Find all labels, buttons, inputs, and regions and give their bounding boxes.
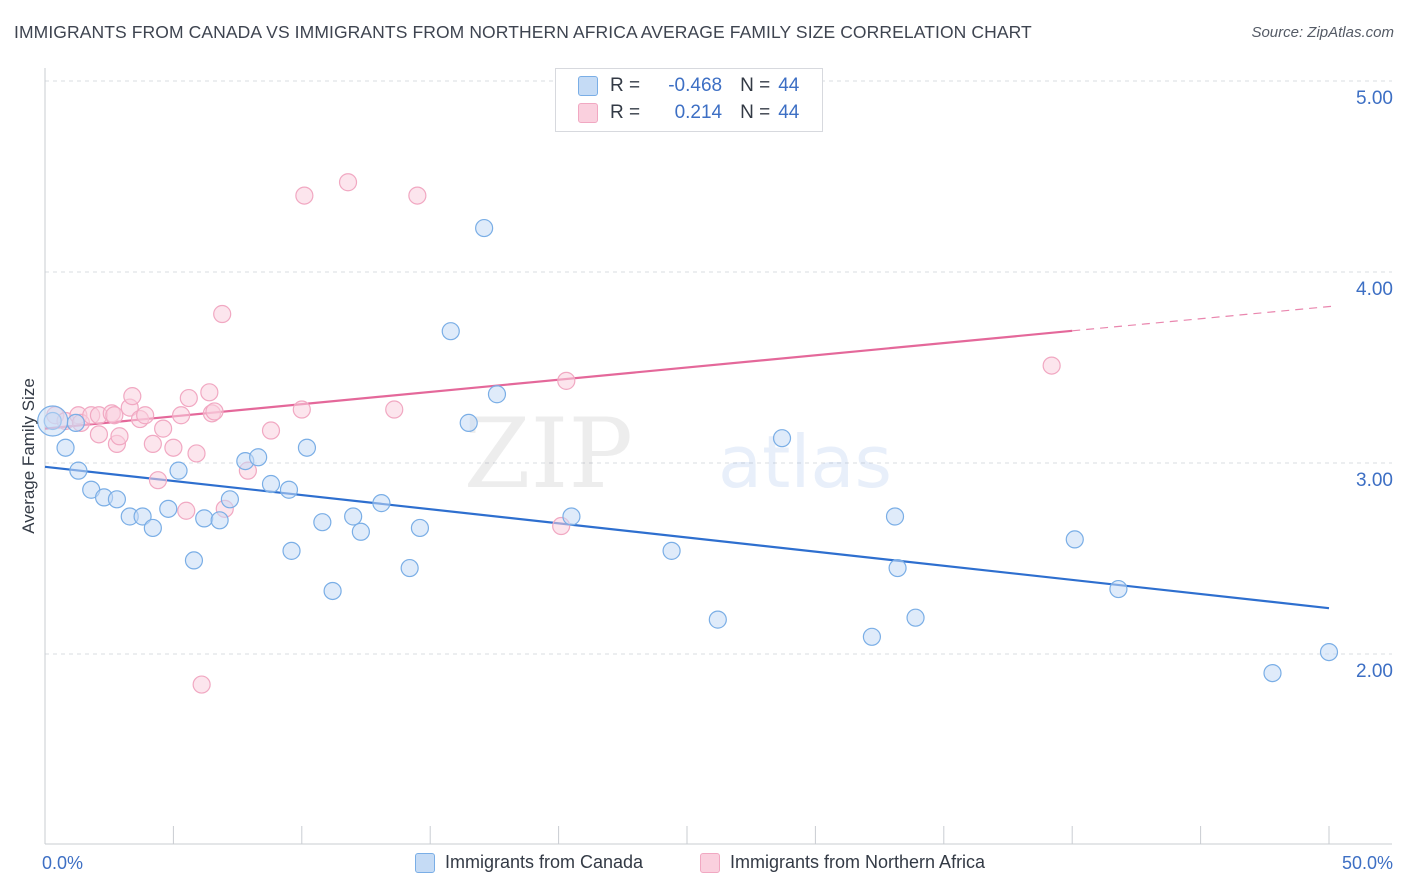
northern-africa-point — [172, 406, 191, 425]
watermark-zip: ZIP — [464, 398, 633, 510]
canada-point — [107, 490, 127, 509]
canada-point — [400, 558, 419, 578]
canada-point — [210, 511, 229, 530]
northern-africa-n-label: N = — [740, 102, 771, 123]
canada-point — [249, 448, 268, 467]
northern-africa-point — [154, 419, 173, 438]
chart-source: Source: ZipAtlas.com — [1251, 24, 1394, 41]
y-tick-label: 2.00 — [1356, 661, 1393, 682]
canada-point — [69, 461, 88, 480]
northern-africa-point — [105, 406, 124, 425]
northern-africa-point — [89, 425, 109, 444]
y-tick-label: 3.00 — [1356, 470, 1393, 491]
y-tick-label: 4.00 — [1356, 279, 1393, 300]
canada-point — [195, 509, 214, 528]
canada-point — [475, 218, 494, 238]
canada-point — [772, 429, 792, 448]
canada-point — [1263, 663, 1282, 683]
canada-n-value: 44 — [778, 75, 800, 96]
canada-point — [56, 438, 75, 457]
legend-canada-swatch — [415, 852, 435, 873]
northern-africa-point — [164, 438, 183, 457]
canada-point — [66, 413, 85, 432]
canada-point — [351, 522, 370, 541]
northern-africa-point — [143, 434, 162, 453]
stats-row-northern-africa: R = 0.214 N = 44 — [578, 101, 799, 125]
canada-point — [323, 581, 342, 601]
stats-legend-box: R = -0.468 N = 44 R = 0.214 N = 44 — [555, 68, 823, 132]
northern-africa-point — [187, 444, 206, 463]
canada-point — [562, 507, 581, 526]
northern-africa-n-value: 44 — [778, 102, 800, 123]
canada-point — [1109, 579, 1128, 599]
canada-point — [220, 490, 239, 509]
canada-point — [372, 494, 391, 513]
legend-northern-africa-swatch — [700, 852, 720, 873]
y-axis-label: Average Family Size — [19, 378, 38, 534]
legend-canada-label: Immigrants from Canada — [445, 852, 644, 872]
northern-africa-swatch — [578, 103, 598, 123]
x-tick-label-max: 50.0% — [1342, 853, 1393, 873]
canada-point — [888, 558, 907, 578]
northern-africa-point — [338, 173, 358, 192]
chart-title: IMMIGRANTS FROM CANADA VS IMMIGRANTS FRO… — [14, 22, 1032, 42]
northern-africa-point — [192, 675, 211, 694]
northern-africa-r-label: R = — [610, 102, 641, 123]
canada-point — [1065, 530, 1084, 549]
canada-point — [297, 438, 317, 457]
canada-point — [459, 413, 478, 432]
northern-africa-point — [261, 421, 281, 440]
canada-point — [261, 474, 281, 494]
canada-point — [708, 610, 727, 629]
canada-point — [184, 551, 204, 570]
northern-africa-r-value: 0.214 — [674, 102, 723, 123]
canada-r-label: R = — [610, 75, 641, 96]
stats-row-canada: R = -0.468 N = 44 — [578, 74, 799, 98]
northern-africa-point — [177, 501, 196, 520]
canada-point — [410, 518, 430, 538]
y-tick-label: 5.00 — [1356, 88, 1393, 109]
northern-africa-point — [1042, 356, 1061, 375]
northern-africa-point — [292, 400, 311, 419]
canada-point — [487, 385, 507, 404]
canada-point — [159, 499, 178, 518]
canada-point — [279, 480, 299, 499]
northern-africa-point — [136, 406, 155, 425]
canada-n-label: N = — [740, 75, 771, 96]
northern-africa-point — [205, 402, 224, 421]
northern-africa-point — [179, 388, 198, 408]
northern-africa-point — [123, 387, 142, 406]
canada-cluster-point — [37, 405, 69, 437]
canada-point — [344, 507, 363, 526]
trend-line-0 — [44, 465, 1330, 610]
legend-northern-africa-label: Immigrants from Northern Africa — [730, 852, 986, 872]
canada-point — [313, 513, 332, 532]
canada-point — [133, 507, 152, 526]
canada-point — [862, 627, 881, 646]
northern-africa-point — [148, 471, 168, 490]
trend-line-dashed-1 — [1072, 305, 1332, 332]
x-tick-label-min: 0.0% — [42, 853, 83, 873]
northern-africa-point — [200, 383, 219, 402]
canada-point — [441, 322, 460, 341]
canada-swatch — [578, 76, 598, 96]
northern-africa-point — [110, 427, 129, 446]
northern-africa-point — [408, 186, 427, 205]
canada-point — [662, 541, 681, 560]
canada-point — [169, 461, 188, 480]
northern-africa-point — [295, 186, 314, 205]
canada-point — [885, 507, 905, 526]
northern-africa-point — [557, 371, 576, 390]
canada-point — [282, 541, 301, 560]
northern-africa-point — [213, 304, 232, 324]
canada-point — [906, 608, 925, 627]
legend-item-northern-africa[interactable]: Immigrants from Northern Africa — [700, 852, 985, 873]
legend-item-canada[interactable]: Immigrants from Canada — [415, 852, 643, 873]
northern-africa-point — [385, 400, 404, 419]
canada-point — [1319, 642, 1339, 662]
watermark-atlas: atlas — [718, 420, 892, 504]
canada-point — [143, 518, 162, 538]
canada-r-value: -0.468 — [668, 75, 723, 96]
